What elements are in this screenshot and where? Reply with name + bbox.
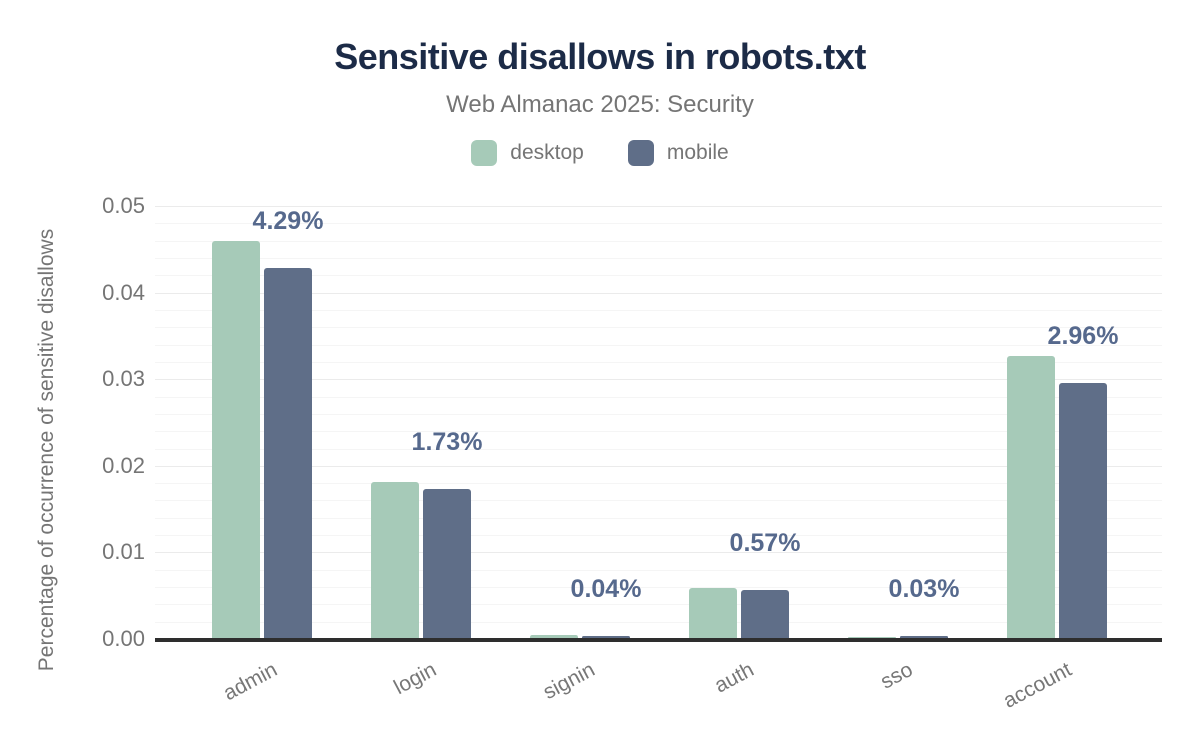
gridline-minor	[155, 483, 1162, 485]
gridline-major	[155, 206, 1162, 207]
gridline-minor	[155, 396, 1162, 398]
gridline-minor	[155, 500, 1162, 502]
x-label-admin: admin	[219, 658, 281, 706]
bar-desktop-admin[interactable]	[212, 240, 260, 639]
legend-item-mobile[interactable]: mobile	[627, 140, 729, 166]
bar-mobile-sso[interactable]	[900, 636, 948, 639]
bar-mobile-account[interactable]	[1059, 382, 1107, 639]
desktop-series-swatch	[471, 140, 498, 166]
x-label-auth: auth	[710, 658, 758, 698]
gridline-minor	[155, 621, 1162, 623]
gridline-major	[155, 465, 1162, 467]
chart-title: Sensitive disallows in robots.txt	[334, 36, 866, 77]
gridline-minor	[155, 240, 1162, 242]
y-tick-0.02: 0.02	[102, 452, 145, 478]
bar-desktop-signin[interactable]	[530, 634, 578, 639]
legend-label-desktop: desktop	[510, 141, 584, 164]
y-tick-0.03: 0.03	[102, 366, 145, 392]
gridline-minor	[155, 587, 1162, 588]
gridline-minor	[155, 275, 1162, 277]
x-label-account: account	[1000, 658, 1076, 713]
y-tick-0.00: 0.00	[102, 626, 145, 651]
bar-desktop-account[interactable]	[1007, 355, 1055, 639]
x-label-signin: signin	[539, 658, 599, 705]
legend: desktop mobile	[0, 140, 1200, 166]
bar-mobile-signin[interactable]	[582, 635, 630, 639]
value-label-signin: 0.04%	[570, 574, 642, 603]
gridline-minor	[155, 431, 1162, 433]
gridline-minor	[155, 535, 1162, 537]
bar-mobile-auth[interactable]	[741, 589, 789, 639]
y-tick-0.01: 0.01	[102, 539, 145, 565]
value-label-admin: 4.29%	[252, 206, 324, 235]
x-label-sso: sso	[877, 658, 917, 694]
y-tick-0.05: 0.05	[102, 193, 145, 218]
legend-item-desktop[interactable]: desktop	[471, 140, 584, 166]
gridline-minor	[155, 604, 1162, 606]
bar-mobile-admin[interactable]	[264, 267, 312, 639]
bar-mobile-login[interactable]	[423, 489, 471, 639]
bar-desktop-login[interactable]	[371, 482, 419, 639]
gridline-minor	[155, 517, 1162, 519]
value-label-login: 1.73%	[411, 428, 483, 457]
value-label-account: 2.96%	[1047, 321, 1119, 350]
x-label-login: login	[389, 658, 440, 700]
gridline-minor	[155, 309, 1162, 311]
bar-desktop-auth[interactable]	[689, 587, 737, 639]
gridline-major	[155, 292, 1162, 294]
gridline-minor	[155, 413, 1162, 415]
x-axis-line	[155, 638, 1162, 642]
value-label-auth: 0.57%	[729, 528, 801, 557]
gridline-minor	[155, 448, 1162, 450]
gridline-minor	[155, 361, 1162, 363]
chart-subtitle: Web Almanac 2025: Security	[446, 91, 754, 118]
mobile-series-swatch	[627, 140, 654, 166]
gridline-minor	[155, 223, 1162, 225]
legend-label-mobile: mobile	[666, 141, 729, 164]
gridline-minor	[155, 327, 1162, 329]
gridline-minor	[155, 344, 1162, 346]
gridline-major	[155, 552, 1162, 554]
gridline-minor	[155, 258, 1162, 259]
value-label-sso: 0.03%	[888, 575, 960, 604]
y-tick-0.04: 0.04	[102, 279, 145, 305]
gridline-minor	[155, 569, 1162, 571]
gridline-major	[155, 379, 1162, 381]
